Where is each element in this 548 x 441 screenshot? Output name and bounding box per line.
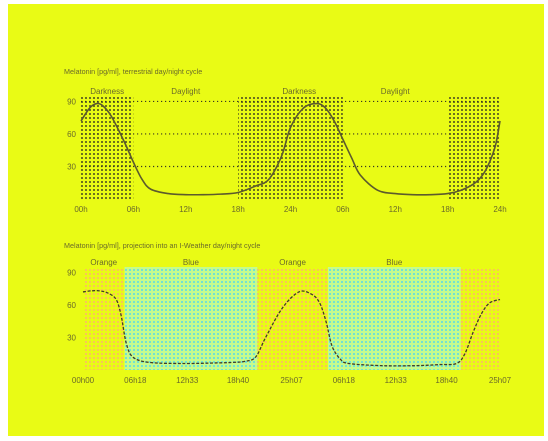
chart1-darkness-band — [447, 96, 500, 199]
chart2-band-label: Orange — [90, 258, 117, 267]
poster-background: Melatonin [pg/ml], terrestrial day/night… — [8, 4, 544, 436]
iweather-projection-chart: Melatonin [pg/ml], projection into an I-… — [64, 241, 512, 385]
chart2-y-tick-label: 60 — [67, 301, 76, 310]
melatonin-charts: Melatonin [pg/ml], terrestrial day/night… — [64, 67, 512, 385]
chart1-band-label: Daylight — [381, 87, 411, 96]
chart2-band-label: Blue — [183, 258, 200, 267]
chart1-x-tick-label: 00h — [74, 205, 87, 214]
chart2-orange-band — [460, 267, 500, 370]
chart2-title: Melatonin [pg/ml], projection into an I-… — [64, 241, 260, 250]
chart1-x-ticks: 00h 06h 12h 18h 24h 06h 12h 18h 24h — [74, 205, 506, 214]
chart1-band-label: Darkness — [282, 87, 316, 96]
chart1-y-ticks: 30 60 90 — [67, 97, 76, 171]
chart1-y-tick-label: 90 — [67, 97, 76, 106]
chart1-x-tick-label: 18h — [441, 205, 454, 214]
chart1-y-tick-label: 60 — [67, 130, 76, 139]
chart2-x-tick-label: 12h33 — [385, 376, 408, 385]
chart1-x-tick-label: 06h — [127, 205, 140, 214]
chart2-x-tick-label: 00h00 — [72, 376, 95, 385]
chart2-y-tick-label: 90 — [67, 268, 76, 277]
chart2-x-tick-label: 18h40 — [227, 376, 250, 385]
chart2-x-tick-label: 25h07 — [489, 376, 512, 385]
chart2-orange-band — [83, 267, 125, 370]
chart1-x-tick-label: 24h — [284, 205, 297, 214]
chart2-blue-band — [327, 267, 461, 370]
chart2-y-ticks: 30 60 90 — [67, 268, 76, 342]
chart1-x-tick-label: 12h — [389, 205, 402, 214]
chart1-x-tick-label: 24h — [493, 205, 506, 214]
chart2-melatonin-curve — [82, 289, 501, 367]
chart1-x-tick-label: 06h — [336, 205, 349, 214]
chart2-x-tick-label: 06h18 — [124, 376, 147, 385]
chart2-y-tick-label: 30 — [67, 333, 76, 342]
chart1-band-label: Daylight — [171, 87, 201, 96]
chart1-darkness-band — [238, 96, 256, 199]
chart2-orange-band — [257, 267, 328, 370]
chart1-band-label: Darkness — [90, 87, 124, 96]
chart1-title: Melatonin [pg/ml], terrestrial day/night… — [64, 67, 202, 76]
terrestrial-cycle-chart: Melatonin [pg/ml], terrestrial day/night… — [64, 67, 507, 214]
chart2-blue-band — [124, 267, 258, 370]
chart1-melatonin-curve — [80, 102, 501, 196]
chart1-darkness-band — [81, 96, 134, 199]
chart1-y-tick-label: 30 — [67, 162, 76, 171]
chart2-x-tick-label: 06h18 — [333, 376, 356, 385]
chart2-band-label: Orange — [279, 258, 306, 267]
chart1-gridlines — [81, 100, 500, 168]
chart2-x-tick-label: 12h33 — [176, 376, 199, 385]
chart2-bands: Orange Blue Orange Blue — [83, 258, 500, 370]
chart1-bands: Darkness Daylight Darkness Daylight — [81, 87, 500, 199]
chart2-x-tick-label: 25h07 — [280, 376, 303, 385]
chart2-band-label: Blue — [386, 258, 403, 267]
chart2-x-ticks: 00h00 06h18 12h33 18h40 25h07 06h18 12h33 18h40… — [72, 376, 512, 385]
chart1-x-tick-label: 12h — [179, 205, 192, 214]
chart2-x-tick-label: 18h40 — [435, 376, 458, 385]
chart1-x-tick-label: 18h — [231, 205, 244, 214]
